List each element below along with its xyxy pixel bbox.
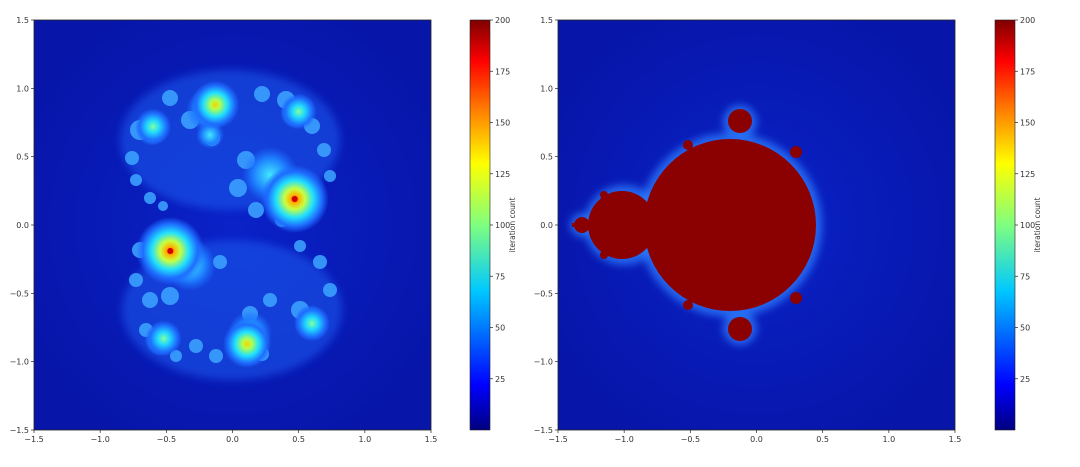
colorbar-tick-label: 125 bbox=[1020, 170, 1035, 179]
y-tick-label: 1.5 bbox=[540, 16, 553, 25]
y-tick-label: 0.5 bbox=[16, 153, 29, 162]
x-tick-label: 1.0 bbox=[358, 435, 371, 444]
x-tick-label: −1.5 bbox=[24, 435, 43, 444]
colorbar-tick-label: 200 bbox=[1020, 16, 1035, 25]
colorbar-tick-label: 50 bbox=[1020, 324, 1030, 333]
julia-peak-point bbox=[145, 320, 182, 357]
y-tick-label: −0.5 bbox=[10, 289, 29, 298]
y-tick-label: 1.0 bbox=[16, 84, 29, 93]
mandelbrot-colorbar: 200 175 150 125 100 75 50 25 iteration count bbox=[994, 16, 1042, 431]
y-tick-label: −1.5 bbox=[10, 426, 29, 435]
julia-peak-point bbox=[135, 108, 172, 145]
julia-colorbar: 200 175 150 125 100 75 50 25 iteration count bbox=[469, 16, 517, 431]
colorbar-tick-label: 125 bbox=[495, 170, 510, 179]
y-tick-label: −1.0 bbox=[534, 358, 553, 367]
x-tick-label: −1.0 bbox=[90, 435, 109, 444]
period-2-bulb bbox=[588, 191, 656, 259]
colorbar-tick-label: 75 bbox=[1020, 272, 1030, 281]
colorbar-tick-label: 100 bbox=[495, 221, 510, 230]
colorbar-tick-label: 150 bbox=[1020, 119, 1035, 128]
julia-x-axis: −1.5 −1.0 −0.5 0.0 0.5 1.0 1.5 bbox=[24, 430, 437, 444]
julia-peak-point bbox=[191, 80, 240, 129]
colorbar-tick-label: 100 bbox=[1020, 221, 1035, 230]
bottom-bulb bbox=[728, 317, 752, 341]
julia-plot: −1.5 −1.0 −0.5 0.0 0.5 1.0 1.5 1.5 1.0 0.5 0.0 −0.… bbox=[10, 16, 438, 444]
colorbar-tick-label: 200 bbox=[495, 16, 510, 25]
colorbar-tick-label: 175 bbox=[1020, 67, 1035, 76]
julia-colorbar-label: iteration count bbox=[508, 197, 517, 252]
x-tick-label: 0.5 bbox=[816, 435, 829, 444]
julia-peak-core bbox=[291, 196, 298, 203]
top-bulb bbox=[728, 109, 752, 133]
mandelbrot-y-axis: 1.5 1.0 0.5 0.0 −0.5 −1.0 −1.5 bbox=[534, 16, 558, 435]
julia-structure bbox=[120, 70, 342, 380]
x-tick-label: 1.5 bbox=[949, 435, 962, 444]
mandelbrot-colorbar-gradient bbox=[994, 19, 1016, 431]
julia-peak-point bbox=[280, 93, 317, 130]
mandelbrot-structure bbox=[570, 105, 822, 345]
x-tick-label: −1.5 bbox=[548, 435, 567, 444]
y-tick-label: −0.5 bbox=[534, 289, 553, 298]
julia-peaks bbox=[135, 80, 330, 368]
colorbar-tick-label: 75 bbox=[495, 272, 505, 281]
julia-colorbar-gradient bbox=[469, 19, 491, 431]
colorbar-tick-label: 25 bbox=[1020, 375, 1030, 384]
julia-y-axis: 1.5 1.0 0.5 0.0 −0.5 −1.0 −1.5 bbox=[10, 16, 34, 435]
x-tick-label: −0.5 bbox=[681, 435, 700, 444]
mandelbrot-plot: −1.5 −1.0 −0.5 0.0 0.5 1.0 1.5 1.5 1.0 0.5 0.0 −0.… bbox=[534, 16, 962, 444]
colorbar-tick-label: 150 bbox=[495, 119, 510, 128]
x-tick-label: 0.0 bbox=[750, 435, 763, 444]
colorbar-tick-label: 25 bbox=[495, 375, 505, 384]
x-tick-label: 1.0 bbox=[882, 435, 895, 444]
y-tick-label: −1.0 bbox=[10, 358, 29, 367]
y-tick-label: 1.0 bbox=[540, 84, 553, 93]
colorbar-tick-label: 175 bbox=[495, 67, 510, 76]
y-tick-label: 0.5 bbox=[540, 153, 553, 162]
y-tick-label: 0.0 bbox=[540, 221, 553, 230]
x-tick-label: −0.5 bbox=[157, 435, 176, 444]
julia-peak-point bbox=[223, 319, 272, 368]
mandelbrot-x-axis: −1.5 −1.0 −0.5 0.0 0.5 1.0 1.5 bbox=[548, 430, 961, 444]
x-tick-label: 1.5 bbox=[425, 435, 438, 444]
y-tick-label: 0.0 bbox=[16, 221, 29, 230]
julia-colorbar-ticks: 200 175 150 125 100 75 50 25 bbox=[490, 16, 510, 384]
mandelbrot-colorbar-ticks: 200 175 150 125 100 75 50 25 bbox=[1015, 16, 1035, 384]
x-tick-label: 0.5 bbox=[292, 435, 305, 444]
mandelbrot-colorbar-label: iteration count bbox=[1033, 197, 1042, 252]
y-tick-label: 1.5 bbox=[16, 16, 29, 25]
julia-peak-core bbox=[167, 247, 174, 254]
x-tick-label: 0.0 bbox=[226, 435, 239, 444]
mandelbrot-set bbox=[572, 109, 816, 341]
x-tick-label: −1.0 bbox=[614, 435, 633, 444]
colorbar-tick-label: 50 bbox=[495, 324, 505, 333]
main-cardioid bbox=[644, 139, 816, 311]
julia-peak-point bbox=[293, 305, 330, 342]
y-tick-label: −1.5 bbox=[534, 426, 553, 435]
